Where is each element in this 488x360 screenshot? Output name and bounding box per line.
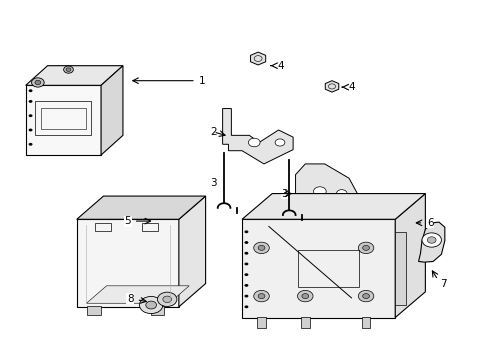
Circle shape	[336, 190, 346, 198]
Polygon shape	[250, 52, 265, 65]
Circle shape	[253, 242, 269, 253]
Polygon shape	[77, 219, 179, 307]
Circle shape	[145, 301, 156, 309]
Polygon shape	[26, 66, 122, 85]
Text: 3: 3	[210, 178, 216, 188]
Text: 8: 8	[127, 294, 133, 303]
Circle shape	[35, 80, 41, 85]
Polygon shape	[394, 232, 405, 305]
Circle shape	[427, 237, 435, 243]
Polygon shape	[86, 286, 189, 303]
Polygon shape	[26, 85, 101, 155]
Circle shape	[244, 230, 248, 233]
Circle shape	[301, 294, 308, 298]
Circle shape	[421, 233, 441, 247]
Text: 1: 1	[198, 76, 204, 86]
Text: 6: 6	[426, 218, 433, 228]
Bar	[257, 317, 265, 328]
Polygon shape	[179, 196, 205, 307]
Circle shape	[244, 284, 248, 287]
Polygon shape	[242, 219, 394, 318]
Circle shape	[244, 252, 248, 255]
Polygon shape	[418, 222, 444, 262]
Circle shape	[258, 246, 264, 250]
Text: 3: 3	[281, 189, 287, 199]
Bar	[297, 249, 358, 287]
Polygon shape	[101, 66, 122, 155]
Bar	[142, 223, 158, 231]
Text: 2: 2	[210, 127, 216, 137]
Bar	[41, 108, 85, 129]
Circle shape	[244, 295, 248, 297]
Circle shape	[253, 291, 269, 302]
Polygon shape	[222, 109, 292, 164]
Circle shape	[31, 78, 44, 87]
Circle shape	[362, 246, 369, 250]
Circle shape	[362, 294, 369, 298]
Circle shape	[163, 296, 171, 302]
Circle shape	[248, 138, 260, 147]
Text: 4: 4	[277, 61, 283, 71]
Circle shape	[244, 273, 248, 276]
Polygon shape	[242, 194, 425, 219]
Text: 7: 7	[440, 279, 446, 289]
Circle shape	[29, 129, 32, 131]
Circle shape	[63, 66, 73, 73]
Circle shape	[275, 139, 285, 146]
Bar	[95, 223, 111, 231]
Circle shape	[157, 292, 177, 306]
Circle shape	[29, 114, 32, 117]
Bar	[35, 102, 91, 135]
Polygon shape	[77, 196, 205, 219]
Circle shape	[66, 68, 71, 71]
Bar	[361, 317, 370, 328]
Polygon shape	[295, 164, 358, 212]
Circle shape	[29, 100, 32, 103]
Polygon shape	[325, 81, 338, 92]
Circle shape	[244, 305, 248, 308]
Text: 5: 5	[124, 216, 131, 226]
Circle shape	[313, 187, 325, 196]
Bar	[87, 306, 101, 315]
Circle shape	[297, 291, 312, 302]
Circle shape	[258, 294, 264, 298]
Circle shape	[244, 241, 248, 244]
Circle shape	[29, 89, 32, 92]
Bar	[300, 317, 309, 328]
Circle shape	[29, 143, 32, 146]
Circle shape	[139, 296, 163, 314]
Bar	[150, 306, 164, 315]
Text: 4: 4	[347, 82, 354, 92]
Circle shape	[244, 262, 248, 265]
Circle shape	[358, 242, 373, 253]
Circle shape	[358, 291, 373, 302]
Polygon shape	[394, 194, 425, 318]
